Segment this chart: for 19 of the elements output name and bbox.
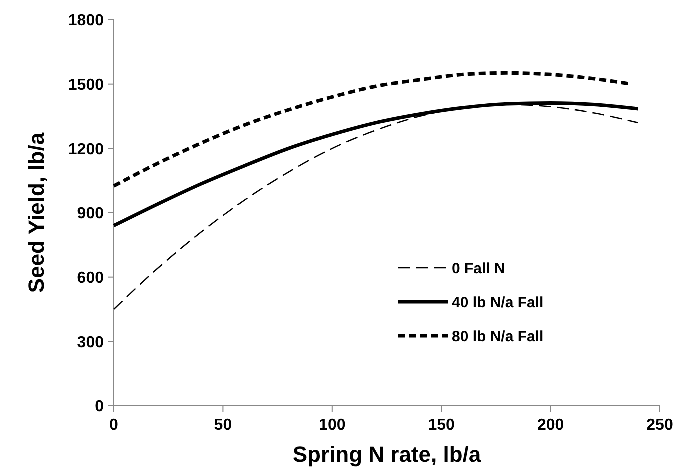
legend-label: 80 lb N/a Fall [452,328,544,346]
x-axis-title: Spring N rate, lb/a [292,442,482,467]
y-tick-label: 1800 [68,12,104,30]
legend-label: 0 Fall N [452,260,506,278]
line-series [113,104,639,310]
y-tick-label: 600 [77,270,104,287]
y-tick-label: 900 [77,206,104,223]
x-tick-label: 100 [319,417,346,434]
x-tick-label: 250 [646,417,674,434]
legend-label: 40 lb N/a Fall [452,294,544,312]
y-tick-label: 1500 [68,76,104,94]
y-tick-label: 0 [95,398,104,416]
x-tick-label: 0 [110,417,119,434]
y-tick-label: 300 [77,334,104,352]
x-tick-label: 50 [214,417,232,434]
x-tick-label: 200 [537,417,564,434]
y-tick-label: 1200 [68,141,104,158]
x-tick-label: 150 [428,417,456,434]
y-axis-title: Seed Yield, lb/a [24,132,49,294]
